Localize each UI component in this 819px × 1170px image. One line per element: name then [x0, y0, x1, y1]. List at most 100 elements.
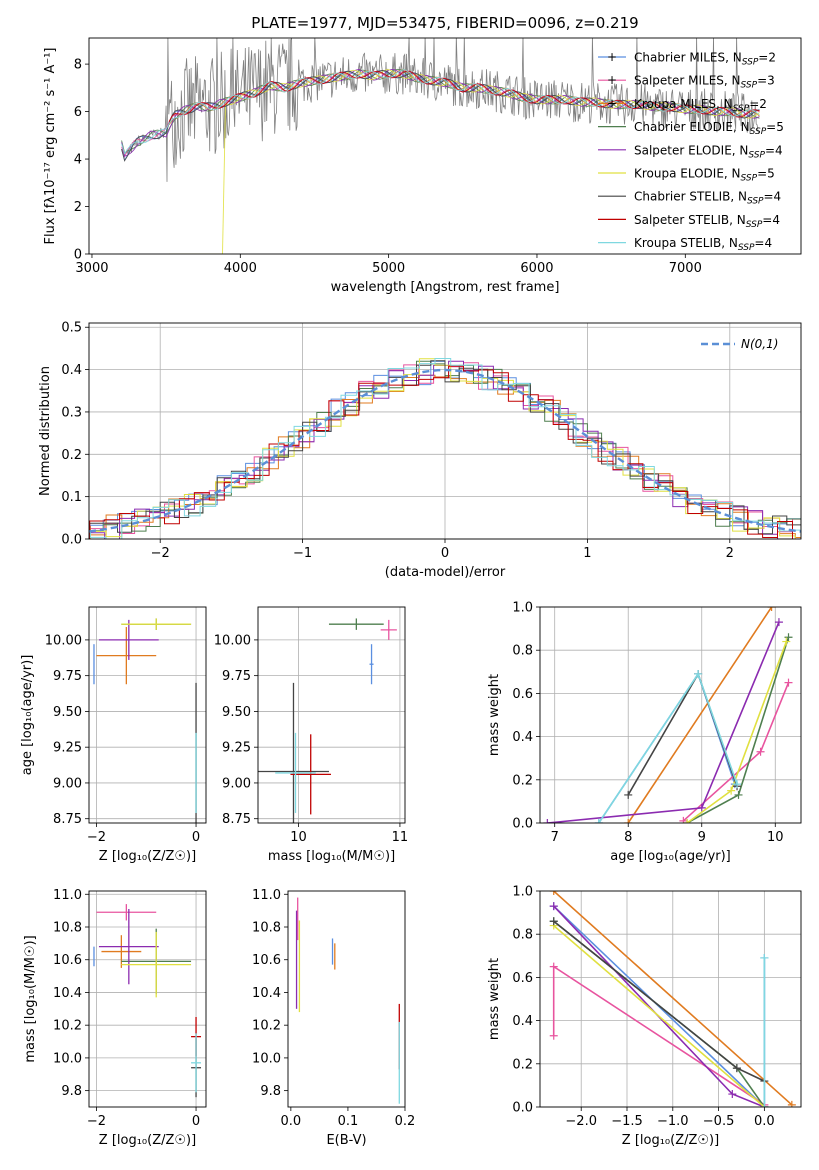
axes-frame: [88, 890, 207, 1108]
axes-frame: [88, 606, 207, 824]
x-axis-label: wavelength [Angstrom, rest frame]: [331, 280, 560, 295]
y-tick-label: 10.8: [53, 921, 82, 936]
y-tick-label: 9.75: [222, 669, 251, 684]
weight-line-2: [627, 607, 773, 823]
x-tick-label: 3000: [75, 261, 108, 276]
weight-marker: [756, 747, 765, 756]
weight-marker: [774, 618, 783, 627]
weight-line-2: [553, 891, 793, 1106]
weight-line-6: [627, 672, 738, 796]
plot-area: [89, 358, 801, 539]
y-tick-label: 9.50: [222, 705, 251, 720]
legend-label: Chabrier ELODIE, NSSP=5: [634, 120, 784, 137]
y-tick-label: 0.4: [61, 363, 82, 378]
y-tick-label: 10.00: [45, 633, 82, 648]
y-tick-label: 0.2: [512, 1057, 533, 1072]
y-tick-label: 8: [74, 58, 82, 73]
y-tick-label: 9.25: [53, 741, 82, 756]
legend-label: Kroupa ELODIE, NSSP=5: [634, 167, 775, 184]
plot-area: [549, 891, 796, 1107]
plot-area: [93, 618, 197, 823]
y-tick-label: 8.75: [53, 812, 82, 827]
panel-age_vs_Z: −2 0 8.75 9.00 9.25 9.50 9.75 10.00 Z [log₁₀(Z/Z…: [20, 606, 207, 864]
weight-marker: [767, 607, 776, 611]
x-tick-label: 8: [624, 830, 632, 845]
x-tick-label: 4000: [224, 261, 257, 276]
y-tick-label: 0.6: [512, 971, 533, 986]
x-tick-label: 7: [551, 830, 559, 845]
weight-line-0: [598, 672, 736, 823]
histogram-8: [89, 358, 801, 539]
model-fit-7: [168, 70, 760, 122]
plot-area: [121, 38, 760, 254]
x-tick-label: 0.2: [395, 1114, 416, 1129]
axes-frame: [88, 322, 802, 540]
x-tick-label: −2: [87, 830, 106, 845]
weight-marker: [760, 953, 769, 962]
normal-curve: [89, 368, 801, 533]
panel-age_vs_mass: 10 11 8.75 9.00 9.25 9.50 9.75 10.00 mass [log₁₀…: [214, 606, 409, 864]
y-tick-label: 10.6: [252, 953, 281, 968]
y-tick-label: 0.2: [61, 448, 82, 463]
x-tick-label: −2.0: [565, 1114, 597, 1129]
x-tick-label: 5000: [372, 261, 405, 276]
y-tick-label: 2: [74, 200, 82, 215]
y-tick-label: 0.8: [512, 644, 533, 659]
x-tick-label: 0: [441, 546, 449, 561]
plot-area: [258, 618, 397, 823]
y-tick-label: 10.8: [252, 921, 281, 936]
legend-marker: +: [607, 73, 617, 87]
x-tick-label: 1: [583, 546, 591, 561]
data-spectrum: [121, 38, 760, 182]
x-tick-label: 9: [698, 830, 706, 845]
x-tick-label: −0.5: [703, 1114, 735, 1129]
x-tick-label: 2: [726, 546, 734, 561]
x-tick-label: 0.0: [281, 1114, 302, 1129]
y-tick-label: 10.2: [252, 1019, 281, 1034]
y-axis-label: mass weight: [487, 958, 502, 1040]
x-tick-label: −2: [87, 1114, 106, 1129]
y-axis-label: Normed distribution: [38, 366, 53, 496]
panel-mass_vs_EBV: 0.0 0.1 0.2 9.8 10.0 10.2 10.4 10.6 10.8 11.0 E(B-…: [252, 888, 415, 1148]
y-tick-label: 1.0: [512, 885, 533, 900]
x-tick-label: 10: [767, 830, 784, 845]
y-tick-label: 9.00: [53, 776, 82, 791]
histogram-4: [89, 360, 801, 539]
weight-line-1: [682, 682, 790, 822]
y-tick-label: 10.2: [53, 1019, 82, 1034]
x-tick-label: 0: [192, 1114, 200, 1129]
y-tick-label: 11.0: [53, 888, 82, 903]
weight-marker: [784, 678, 793, 687]
y-axis-label: age [log₁₀(age/yr)]: [20, 655, 35, 776]
x-axis-label: Z [log₁₀(Z/Z☉)]: [99, 849, 196, 864]
axes-frame: [257, 606, 406, 824]
weight-marker: [733, 780, 742, 789]
x-tick-label: −1.5: [611, 1114, 643, 1129]
weight-marker: [549, 917, 558, 926]
y-tick-label: 9.8: [260, 1084, 281, 1099]
plot-area: [93, 904, 202, 1098]
weight-marker: [683, 819, 692, 823]
y-tick-label: 0: [74, 248, 82, 263]
x-tick-label: −2: [151, 546, 170, 561]
y-tick-label: 4: [74, 153, 82, 168]
model-fit-4: [121, 68, 760, 157]
y-tick-label: 6: [74, 105, 82, 120]
weight-marker: [624, 790, 633, 799]
x-tick-label: 0: [192, 830, 200, 845]
legend-label: Chabrier STELIB, NSSP=4: [634, 190, 781, 207]
weight-marker: [782, 637, 791, 646]
weight-marker: [594, 819, 603, 823]
y-tick-label: 0.0: [512, 1101, 533, 1116]
y-tick-label: 9.00: [222, 776, 251, 791]
x-axis-label: age [log₁₀(age/yr)]: [610, 849, 731, 864]
x-tick-label: 11: [392, 830, 409, 845]
y-tick-label: 0.1: [61, 490, 82, 505]
legend-label: Salpeter STELIB, NSSP=4: [634, 213, 780, 230]
weight-marker: [787, 1100, 796, 1107]
weight-marker: [543, 819, 552, 823]
weight-marker: [732, 1064, 741, 1073]
y-tick-label: 10.6: [53, 953, 82, 968]
y-tick-label: 10.4: [53, 986, 82, 1001]
